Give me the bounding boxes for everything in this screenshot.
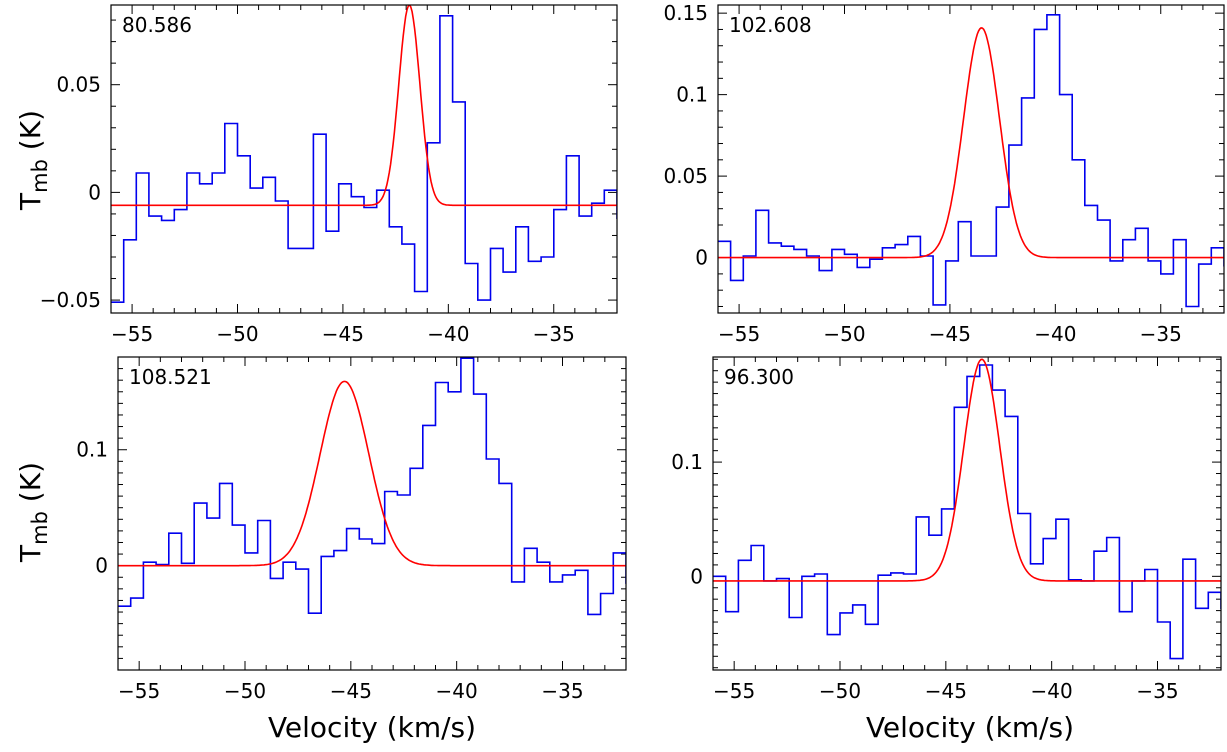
observed-spectrum	[718, 14, 1224, 308]
gaussian-fit	[111, 5, 617, 207]
y-tick-label: 0.05	[56, 73, 101, 97]
x-tick-label: −55	[111, 322, 153, 346]
gaussian-fit	[713, 358, 1221, 582]
x-tick-label: −40	[1031, 679, 1073, 703]
x-tick-label: −40	[436, 679, 478, 703]
x-tick-label: −35	[533, 322, 575, 346]
x-tick-label: −45	[929, 322, 971, 346]
y-tick-label: 0	[88, 180, 101, 204]
y-tick-label: −0.05	[40, 288, 101, 312]
y-tick-label: 0.1	[676, 83, 708, 107]
x-tick-label: −35	[1136, 679, 1178, 703]
y-tick-label: 0.1	[671, 450, 703, 474]
observed-spectrum	[118, 357, 626, 616]
x-tick-label: −50	[819, 679, 861, 703]
x-tick-label: −45	[925, 679, 967, 703]
x-tick-label: −55	[118, 679, 160, 703]
x-tick-label: −45	[330, 679, 372, 703]
panel-frequency-label: 96.300	[724, 365, 794, 389]
y-tick-label: 0	[695, 246, 708, 270]
panel-3: −55 −50 −45 −40 −35 0.1 0 108.521	[76, 356, 627, 703]
panel-4: −55 −50 −45 −40 −35 0.1 0 96.300	[671, 356, 1222, 703]
x-tick-label: −40	[1034, 322, 1076, 346]
x-tick-label: −40	[427, 322, 469, 346]
y-tick-label: 0.15	[663, 1, 708, 25]
observed-spectrum	[713, 364, 1221, 660]
x-tick-label: −50	[216, 322, 258, 346]
x-tick-label: −50	[224, 679, 266, 703]
y-tick-label: 0.1	[76, 438, 108, 462]
observed-spectrum	[111, 15, 617, 303]
x-tick-label: −55	[718, 322, 760, 346]
x-tick-label: −55	[713, 679, 755, 703]
panel-frequency-label: 80.586	[122, 13, 192, 37]
gaussian-fit	[118, 380, 626, 567]
xlabel-right: Velocity (km/s)	[866, 711, 1074, 744]
ylabel-bottom: Tmb (K)	[14, 462, 52, 563]
y-tick-label: 0	[690, 564, 703, 588]
panel-1: −55 −50 −45 −40 −35 0.05 0 −0.05 80.586	[40, 4, 618, 346]
x-tick-label: −45	[322, 322, 364, 346]
y-tick-label: 0.05	[663, 164, 708, 188]
x-tick-label: −50	[823, 322, 865, 346]
y-tick-label: 0	[95, 554, 108, 578]
x-tick-label: −35	[541, 679, 583, 703]
plot-frame	[717, 4, 1225, 314]
plot-frame	[117, 356, 627, 671]
panel-2: −55 −50 −45 −40 −35 0.15 0.1 0.05 0 102.608	[663, 1, 1225, 346]
gaussian-fit	[718, 27, 1224, 259]
xlabel-left: Velocity (km/s)	[268, 711, 476, 744]
panel-frequency-label: 102.608	[729, 13, 812, 37]
x-tick-label: −35	[1140, 322, 1182, 346]
plot-frame	[712, 356, 1222, 671]
plot-frame	[110, 4, 618, 314]
ylabel-top: Tmb (K)	[14, 110, 52, 211]
panel-frequency-label: 108.521	[129, 365, 212, 389]
